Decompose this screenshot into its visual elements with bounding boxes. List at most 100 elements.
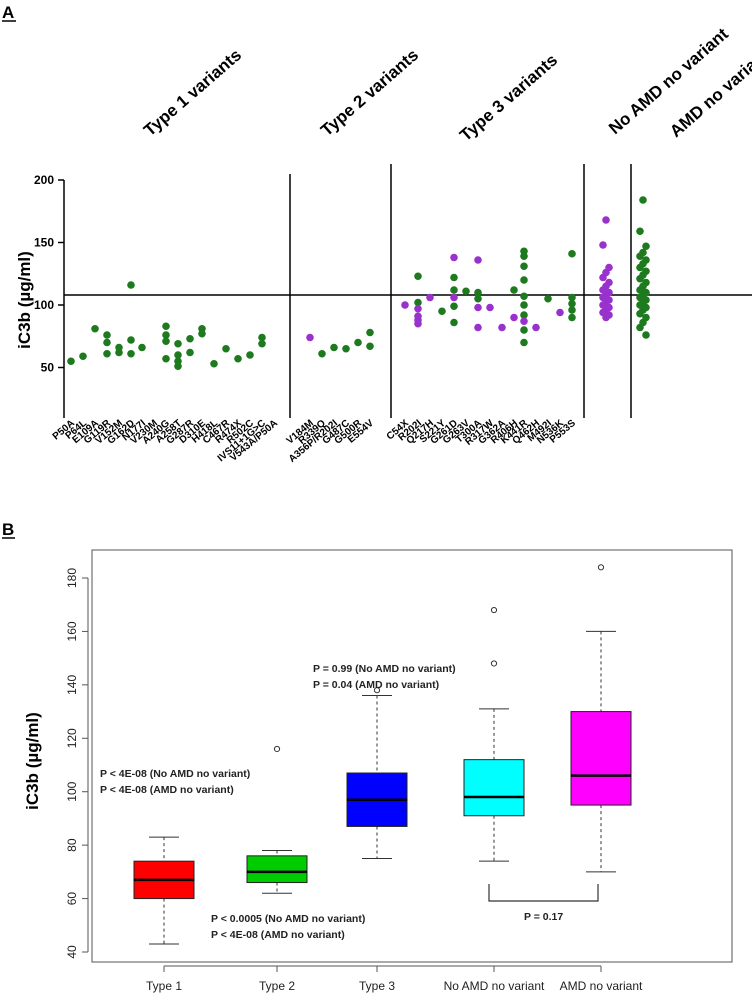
box (463, 759, 525, 817)
group-title: Type 2 variants (317, 45, 422, 140)
data-point (162, 337, 170, 346)
data-point (127, 349, 135, 358)
data-point (401, 301, 409, 309)
data-point (636, 274, 644, 283)
panel-a-label: A (2, 3, 14, 22)
data-point (174, 339, 182, 348)
annotation-bracket: P = 0.17 (524, 911, 563, 923)
data-point (414, 272, 422, 281)
data-point (474, 294, 482, 303)
a-y-tick-label: 50 (41, 361, 55, 375)
data-point (520, 326, 528, 334)
variant-labels: P50AP64LE109AG119RV152MG162DN177IV230MA2… (51, 417, 578, 465)
outlier (597, 564, 605, 571)
data-point (568, 293, 576, 302)
b-y-tick-label: 120 (65, 728, 79, 748)
b-category-label: Type 1 (146, 979, 182, 993)
data-point (450, 318, 458, 327)
data-point (138, 343, 146, 352)
data-point (79, 352, 87, 361)
comparison-bracket (488, 884, 599, 902)
data-point (520, 252, 528, 261)
data-point (103, 331, 111, 339)
data-point (450, 293, 458, 302)
data-point (438, 307, 446, 316)
panel-b-label: B (2, 520, 14, 539)
data-point (103, 349, 111, 358)
data-point (568, 299, 576, 308)
group-titles: Type 1 variants Type 2 variants Type 3 var… (140, 24, 752, 145)
b-annotations: P < 4E-08 (No AMD no variant) P < 4E-08 (… (100, 663, 599, 941)
data-point (474, 303, 482, 312)
data-point (568, 306, 576, 314)
data-point (162, 354, 170, 363)
outlier (373, 687, 381, 694)
data-point (510, 313, 518, 322)
data-point (520, 276, 528, 284)
data-point (520, 292, 528, 301)
a-y-tick-label: 100 (34, 298, 54, 312)
data-point (642, 242, 650, 251)
data-point (462, 287, 470, 296)
annotation-type1-line2: P < 4E-08 (AMD no variant) (100, 784, 234, 796)
box (246, 855, 308, 884)
data-point (520, 301, 528, 309)
data-point (636, 227, 644, 236)
annotation-type1-line1: P < 4E-08 (No AMD no variant) (100, 768, 250, 780)
data-point (636, 263, 644, 272)
data-point (342, 344, 350, 353)
data-point (474, 256, 482, 264)
data-point (639, 196, 647, 204)
panel-a: A Type 1 variants Type 2 variants Type 3 v… (2, 3, 752, 465)
data-point (474, 323, 482, 332)
data-point (450, 273, 458, 282)
data-point (330, 343, 338, 352)
data-point (234, 354, 242, 363)
data-point (162, 331, 170, 339)
scatter-points (67, 196, 650, 371)
data-point (174, 351, 182, 359)
data-point (162, 322, 170, 331)
data-point (532, 323, 540, 332)
boxes (133, 564, 632, 945)
data-point (450, 302, 458, 311)
data-point (366, 328, 374, 337)
box (570, 711, 632, 806)
data-point (642, 331, 650, 339)
b-category-label: Type 2 (259, 979, 295, 993)
data-point (450, 253, 458, 262)
data-point (91, 324, 99, 333)
data-point (520, 317, 528, 326)
data-point (127, 281, 135, 289)
b-y-tick-label: 40 (65, 945, 79, 959)
outlier (490, 606, 498, 614)
data-point (450, 286, 458, 294)
data-point (636, 309, 644, 318)
b-y-tick-label: 60 (65, 892, 79, 906)
b-y-tick-label: 140 (65, 675, 79, 695)
data-point (115, 348, 123, 357)
data-point (599, 273, 607, 282)
a-y-tick-label: 150 (34, 236, 54, 250)
annotation-type3-line1: P = 0.99 (No AMD no variant) (313, 663, 456, 675)
b-y-tick-label: 180 (65, 568, 79, 588)
data-point (186, 348, 194, 357)
annotation-type3-line2: P = 0.04 (AMD no variant) (313, 679, 439, 691)
data-point (414, 298, 422, 307)
data-point (510, 286, 518, 294)
data-point (602, 313, 610, 322)
a-y-label: iC3b (µg/ml) (15, 251, 34, 349)
data-point (186, 334, 194, 343)
data-point (354, 338, 362, 347)
data-point (474, 288, 482, 297)
group-title: Type 1 variants (140, 45, 245, 140)
b-categories: Type 1 Type 2 Type 3 No AMD no variant AMD n… (146, 965, 643, 993)
data-point (599, 241, 607, 249)
panel-b: B 40 60 80 100 120 140 160 180 iC3b (µg/ml) Typ… (2, 520, 733, 993)
data-point (366, 342, 374, 351)
b-category-label: No AMD no variant (444, 979, 545, 993)
data-point (318, 349, 326, 358)
data-point (520, 338, 528, 347)
annotation-type2-line1: P < 0.0005 (No AMD no variant) (211, 913, 365, 925)
